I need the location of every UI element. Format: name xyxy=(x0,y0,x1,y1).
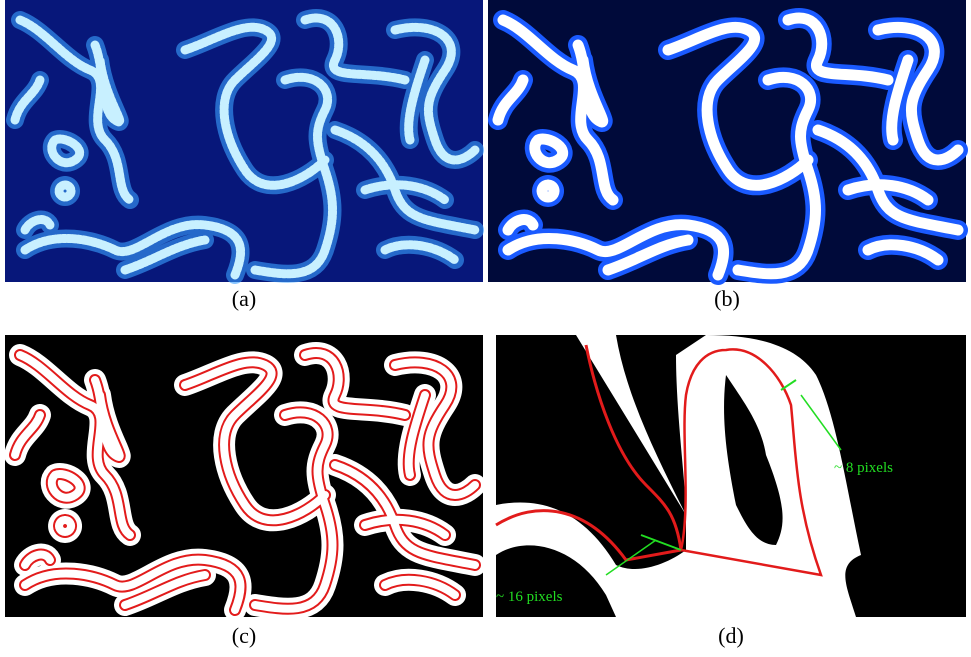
hole xyxy=(724,375,783,545)
leader-line xyxy=(800,394,842,451)
panel-b xyxy=(488,0,966,282)
panel-label: (c) xyxy=(232,623,256,648)
panel-c xyxy=(5,335,483,617)
panel-label: (b) xyxy=(714,286,740,311)
arrow xyxy=(640,534,682,551)
panel-label: (a) xyxy=(232,286,256,311)
panel-a xyxy=(5,0,483,282)
annotation: ~ 16 pixels xyxy=(496,589,563,605)
contour xyxy=(495,344,683,562)
binary-mask xyxy=(496,335,861,617)
leader-line xyxy=(605,539,657,576)
panel-label: (d) xyxy=(718,623,744,648)
annotation: ~ 8 pixels xyxy=(834,460,893,476)
arrow xyxy=(780,379,797,391)
panel-d: ~ 8 pixels ~ 16 pixels xyxy=(495,335,966,617)
contour xyxy=(679,348,823,577)
